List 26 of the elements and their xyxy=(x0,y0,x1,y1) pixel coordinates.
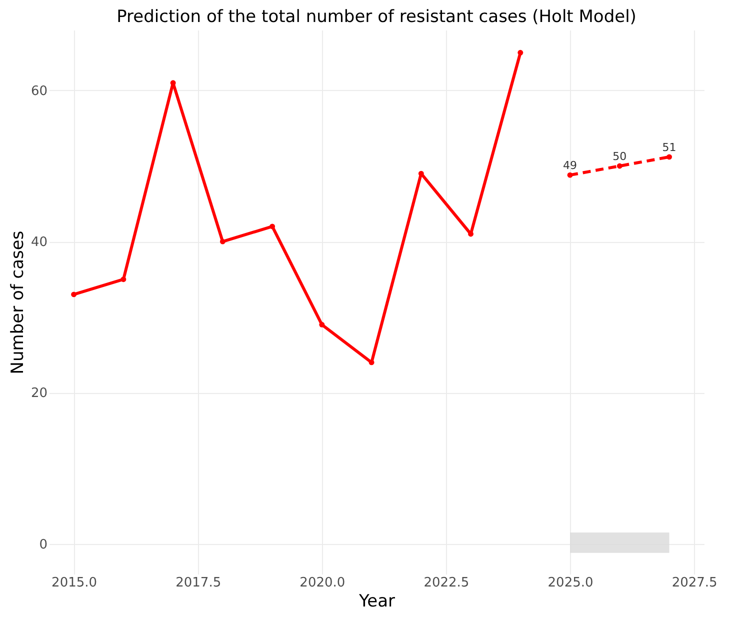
point xyxy=(71,292,77,298)
point xyxy=(368,360,374,366)
point xyxy=(616,163,622,169)
point xyxy=(666,154,672,160)
y-tick-label: 0 xyxy=(39,537,48,552)
data-label: 49 xyxy=(563,159,578,172)
point xyxy=(120,276,126,282)
x-tick-label: 2017.5 xyxy=(176,576,222,590)
point xyxy=(220,238,226,244)
x-tick-label: 2022.5 xyxy=(424,576,470,590)
x-tick-label: 2015.0 xyxy=(52,576,98,590)
x-tick-label: 2027.5 xyxy=(672,576,718,590)
data-label: 51 xyxy=(662,140,676,154)
y-tick-label: 20 xyxy=(30,386,48,402)
y-axis-title: Number of cases xyxy=(8,230,28,374)
point xyxy=(270,224,276,230)
y-tick-label: 60 xyxy=(30,84,48,99)
point xyxy=(567,172,573,178)
x-tick-label: 2020.0 xyxy=(300,576,346,590)
x-tick-label: 2025.0 xyxy=(548,576,594,590)
y-tick-label: 40 xyxy=(30,235,48,250)
point xyxy=(319,322,325,328)
x-axis-title: Year xyxy=(358,592,396,612)
data-label: 50 xyxy=(612,150,627,163)
chart-title: Prediction of the total number of resistant cases (Holt Model) xyxy=(116,7,636,27)
point xyxy=(518,50,524,56)
